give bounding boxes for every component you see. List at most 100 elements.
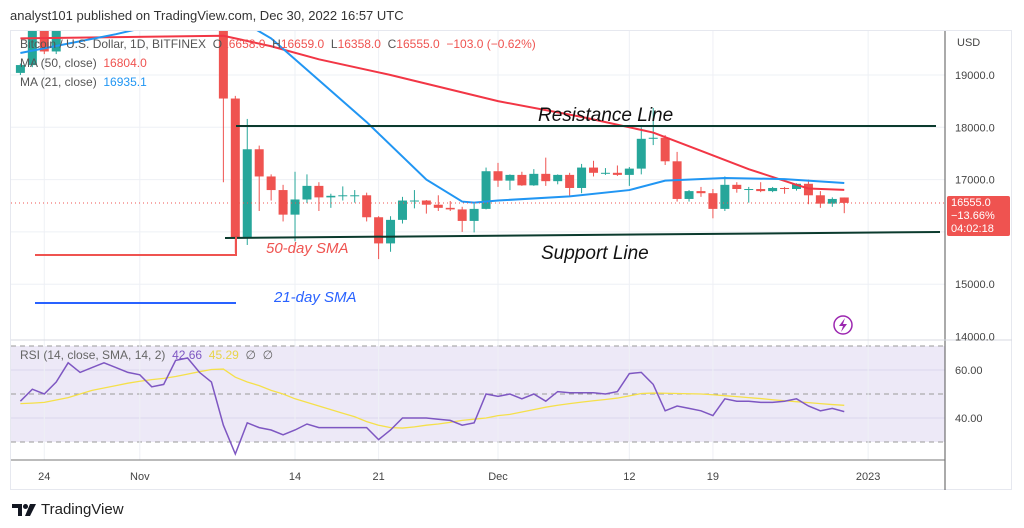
- candle[interactable]: [409, 190, 419, 209]
- candle[interactable]: [135, 0, 144, 2]
- candle-body: [612, 172, 622, 175]
- candle[interactable]: [338, 186, 348, 201]
- tradingview-logo-icon: [12, 503, 36, 516]
- lightning-icon[interactable]: [833, 315, 853, 335]
- candle[interactable]: [481, 167, 491, 210]
- candle-body: [469, 208, 479, 221]
- time-tick-label: 19: [707, 471, 719, 483]
- candle[interactable]: [803, 179, 813, 205]
- price-tick-label: 15000.0: [955, 279, 995, 291]
- rsi-sma-line: [20, 368, 845, 429]
- candle[interactable]: [672, 151, 682, 202]
- candle[interactable]: [362, 192, 372, 222]
- candle[interactable]: [433, 195, 443, 211]
- time-tick-label: 21: [372, 471, 384, 483]
- candle[interactable]: [254, 145, 264, 211]
- candle[interactable]: [457, 206, 467, 232]
- candle[interactable]: [505, 174, 515, 191]
- candle-body: [660, 137, 670, 162]
- chart-frame: [10, 30, 1012, 490]
- candle[interactable]: [242, 118, 252, 245]
- rsi-axis[interactable]: 60.00 40.00: [955, 365, 983, 425]
- candle-body: [600, 172, 610, 174]
- candle[interactable]: [815, 191, 825, 208]
- time-axis[interactable]: 24 Nov 14 21 Dec 12 19 2023: [38, 471, 880, 483]
- candle[interactable]: [123, 0, 132, 7]
- candle[interactable]: [827, 197, 837, 207]
- open-value: 16658.0: [222, 37, 266, 51]
- candle[interactable]: [230, 95, 240, 253]
- candle[interactable]: [529, 169, 539, 186]
- open-label: O: [212, 37, 223, 51]
- candle[interactable]: [290, 171, 300, 242]
- candle[interactable]: [780, 186, 790, 194]
- candle[interactable]: [15, 63, 25, 75]
- rsi-legend[interactable]: RSI (14, close, SMA, 14, 2) 42.66 45.29 …: [20, 348, 273, 362]
- change-value: −103.0 (−0.62%): [446, 37, 536, 51]
- candle[interactable]: [51, 12, 61, 55]
- candle[interactable]: [397, 196, 407, 224]
- candle[interactable]: [469, 203, 479, 233]
- candle-body: [827, 198, 837, 204]
- ma50-legend[interactable]: MA (50, close) 16804.0: [20, 56, 147, 70]
- candle[interactable]: [541, 157, 551, 186]
- candle[interactable]: [553, 174, 563, 185]
- candle[interactable]: [386, 216, 396, 252]
- candle-body: [803, 183, 813, 196]
- close-label: C: [387, 37, 397, 51]
- candle[interactable]: [326, 193, 336, 208]
- candle[interactable]: [350, 190, 360, 203]
- price-tick-label: 17000.0: [955, 175, 995, 187]
- last-price: 16555.0: [951, 197, 991, 209]
- time-tick-label: Dec: [488, 471, 508, 483]
- candle[interactable]: [636, 127, 646, 175]
- candle-body: [589, 167, 599, 173]
- candle-body: [409, 200, 419, 202]
- candle-body: [266, 176, 276, 191]
- candle[interactable]: [577, 163, 587, 194]
- candle[interactable]: [684, 190, 694, 202]
- candle[interactable]: [27, 25, 37, 68]
- candle[interactable]: [768, 186, 778, 193]
- candle[interactable]: [600, 168, 610, 175]
- candle[interactable]: [207, 0, 216, 2]
- candle[interactable]: [756, 182, 766, 193]
- candle-body: [15, 65, 25, 73]
- price-tick-label: 18000.0: [955, 122, 995, 134]
- candle[interactable]: [624, 167, 634, 186]
- candle[interactable]: [744, 186, 754, 203]
- support-line[interactable]: [224, 231, 941, 239]
- candle-body: [720, 184, 730, 209]
- candle[interactable]: [421, 199, 431, 214]
- candle[interactable]: [517, 171, 527, 186]
- candle[interactable]: [493, 162, 503, 187]
- candle-body: [696, 191, 706, 194]
- candle-body: [433, 204, 443, 208]
- candle[interactable]: [565, 172, 575, 197]
- candle[interactable]: [839, 197, 849, 214]
- candle[interactable]: [732, 182, 742, 193]
- price-axis[interactable]: 19000.0 18000.0 17000.0 15000.0 14000.0: [955, 70, 995, 344]
- symbol-name[interactable]: Bitcoin / U.S. Dollar, 1D, BITFINEX: [20, 37, 207, 51]
- ma21-legend[interactable]: MA (21, close) 16935.1: [20, 75, 147, 89]
- publish-info: analyst101 published on TradingView.com,…: [10, 8, 404, 23]
- rsi-label: RSI (14, close, SMA, 14, 2): [20, 348, 166, 362]
- candle[interactable]: [218, 0, 228, 183]
- candle[interactable]: [660, 135, 670, 165]
- price-tick-label: 19000.0: [955, 70, 995, 82]
- tradingview-logo[interactable]: TradingView: [12, 501, 124, 518]
- candle[interactable]: [708, 189, 718, 219]
- candle[interactable]: [720, 176, 730, 211]
- na-value: ∅: [262, 348, 274, 362]
- candle[interactable]: [612, 165, 622, 176]
- candle[interactable]: [589, 160, 599, 177]
- candle[interactable]: [266, 174, 276, 201]
- candle[interactable]: [445, 201, 455, 211]
- candle[interactable]: [696, 186, 706, 197]
- candle-body: [242, 149, 252, 238]
- candle[interactable]: [302, 174, 312, 204]
- candle-body: [362, 195, 372, 218]
- candle[interactable]: [314, 182, 324, 211]
- candle-body: [386, 219, 396, 244]
